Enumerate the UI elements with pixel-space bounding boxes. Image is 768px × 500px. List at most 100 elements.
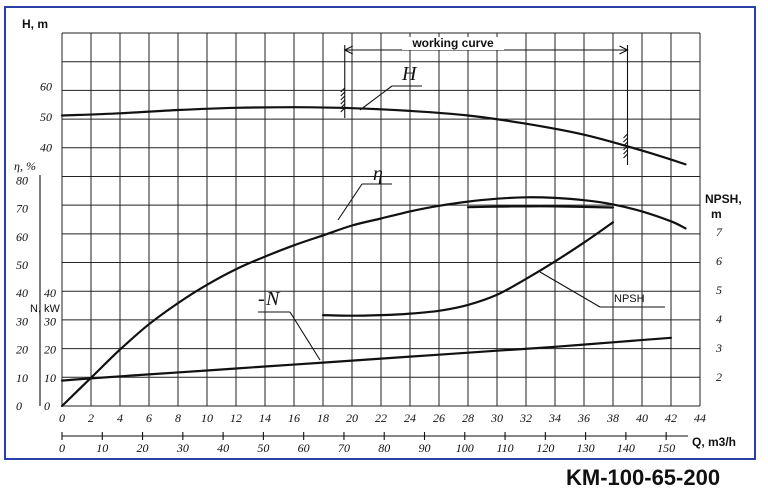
x-tick-label-lps: 24 xyxy=(404,411,416,425)
npsh-tick-label: 7 xyxy=(716,225,723,239)
x-tick-label-m3h: 0 xyxy=(59,441,65,455)
hatch-right xyxy=(623,153,628,159)
head-label-leader xyxy=(359,85,393,111)
efficiency-tick-label: 70 xyxy=(16,202,28,216)
x-tick-label-lps: 36 xyxy=(577,411,590,425)
efficiency-tick-label: 20 xyxy=(16,343,28,357)
chart-frame xyxy=(4,6,756,460)
x-tick-label-lps: 12 xyxy=(230,411,242,425)
x-tick-label-lps: 40 xyxy=(636,411,648,425)
hatch-left xyxy=(340,99,346,105)
x-tick-label-lps: 42 xyxy=(665,411,677,425)
x-tick-label-m3h: 90 xyxy=(419,441,431,455)
npsh-curve-label: NPSH xyxy=(614,293,645,305)
pump-model-label: KM-100-65-200 xyxy=(566,465,721,490)
x-tick-label-lps: 18 xyxy=(317,411,329,425)
efficiency-curve-label: η xyxy=(373,163,383,185)
efficiency-tick-label: 10 xyxy=(16,371,28,385)
x-tick-label-m3h: 110 xyxy=(497,441,514,455)
x-tick-label-m3h: 80 xyxy=(378,441,390,455)
x-tick-label-m3h: 70 xyxy=(338,441,350,455)
head-axis-title: H, m xyxy=(22,17,48,31)
x-tick-label-lps: 44 xyxy=(694,411,706,425)
hatch-left xyxy=(340,87,346,93)
x-tick-label-lps: 28 xyxy=(462,411,474,425)
efficiency-tick-label: 0 xyxy=(16,399,22,413)
annotations: working curve Hη - N NPSH xyxy=(258,36,665,361)
hatch-right xyxy=(623,149,628,155)
efficiency-curve xyxy=(60,196,687,408)
x-tick-label-m3h: 50 xyxy=(257,441,269,455)
npsh-tick-label: 4 xyxy=(716,312,722,326)
working-curve-arrow-right xyxy=(619,45,629,55)
hatch-right xyxy=(623,133,628,139)
npsh-label-leader xyxy=(539,271,601,308)
x-tick-label-lps: 38 xyxy=(606,411,619,425)
power-axis-title: N, kW xyxy=(30,303,61,315)
working-curve-label: working curve xyxy=(411,36,494,50)
power-curve-label: N xyxy=(265,288,281,310)
x-tick-label-m3h: 60 xyxy=(298,441,310,455)
x-tick-label-lps: 20 xyxy=(346,411,358,425)
grid xyxy=(61,32,701,407)
x-tick-label-m3h: 30 xyxy=(176,441,189,455)
npsh-axis-title-1: NPSH, xyxy=(705,192,742,206)
x-tick-label-lps: 22 xyxy=(375,411,387,425)
x-tick-label-m3h: 140 xyxy=(617,441,635,455)
power-tick-label: 10 xyxy=(44,371,56,385)
x-tick-label-lps: 10 xyxy=(201,411,213,425)
x-tick-label-lps: 14 xyxy=(259,411,271,425)
efficiency-tick-label: 50 xyxy=(16,258,28,272)
x-axis-title: Q, m3/h xyxy=(692,435,736,449)
efficiency-curve-alt xyxy=(466,205,615,209)
x-tick-label-m3h: 130 xyxy=(577,441,595,455)
x-tick-label-m3h: 150 xyxy=(657,441,675,455)
power-tick-label: 30 xyxy=(43,314,56,328)
hatch-right xyxy=(623,137,628,143)
hatch-left xyxy=(340,91,346,97)
npsh-curve xyxy=(321,221,615,317)
working-curve-arrow-left xyxy=(343,45,353,55)
hatch-left xyxy=(340,107,346,113)
efficiency-label-leader xyxy=(337,183,363,221)
x-tick-label-lps: 8 xyxy=(175,411,181,425)
power-tick-label: 0 xyxy=(44,399,50,413)
efficiency-axis-title: η, % xyxy=(14,159,36,173)
head-curve-label: H xyxy=(401,63,418,85)
hatch-left xyxy=(340,103,346,109)
npsh-tick-label: 3 xyxy=(715,341,722,355)
hatch-right xyxy=(623,141,628,147)
x-tick-label-m3h: 20 xyxy=(137,441,149,455)
x-tick-label-lps: 30 xyxy=(490,411,503,425)
power-curve-label-dash: - xyxy=(258,288,265,310)
efficiency-tick-label: 40 xyxy=(16,286,28,300)
x-tick-label-lps: 4 xyxy=(117,411,123,425)
power-tick-label: 20 xyxy=(44,343,56,357)
x-tick-label-lps: 16 xyxy=(288,411,300,425)
head-curve xyxy=(60,106,687,166)
x-tick-label-lps: 26 xyxy=(433,411,445,425)
hatch-right xyxy=(623,145,628,151)
x-tick-label-m3h: 10 xyxy=(96,441,108,455)
npsh-axis-title-2: m xyxy=(711,207,722,221)
power-label-leader xyxy=(289,311,321,361)
npsh-tick-label: 6 xyxy=(716,254,722,268)
hatch-left xyxy=(340,95,346,101)
efficiency-tick-label: 80 xyxy=(16,173,28,187)
x-tick-label-m3h: 100 xyxy=(456,441,474,455)
power-tick-label: 40 xyxy=(44,286,56,300)
x-tick-label-lps: 34 xyxy=(548,411,561,425)
head-tick-label: 40 xyxy=(40,141,52,155)
efficiency-tick-label: 60 xyxy=(16,230,28,244)
x-tick-label-m3h: 120 xyxy=(536,441,554,455)
axes: 0 2 4 6 8 10 12 14 16 18 20 22 24 26 28 30 32 34 36 38 40 42 4… xyxy=(14,17,742,455)
x-tick-label-m3h: 40 xyxy=(217,441,229,455)
power-curve xyxy=(60,336,673,382)
npsh-tick-label: 5 xyxy=(716,283,722,297)
working-curve-label-bg xyxy=(402,37,504,50)
x-tick-label-lps: 0 xyxy=(59,411,65,425)
npsh-tick-label: 2 xyxy=(716,370,722,384)
curves xyxy=(60,106,687,408)
efficiency-tick-label: 30 xyxy=(15,314,28,328)
